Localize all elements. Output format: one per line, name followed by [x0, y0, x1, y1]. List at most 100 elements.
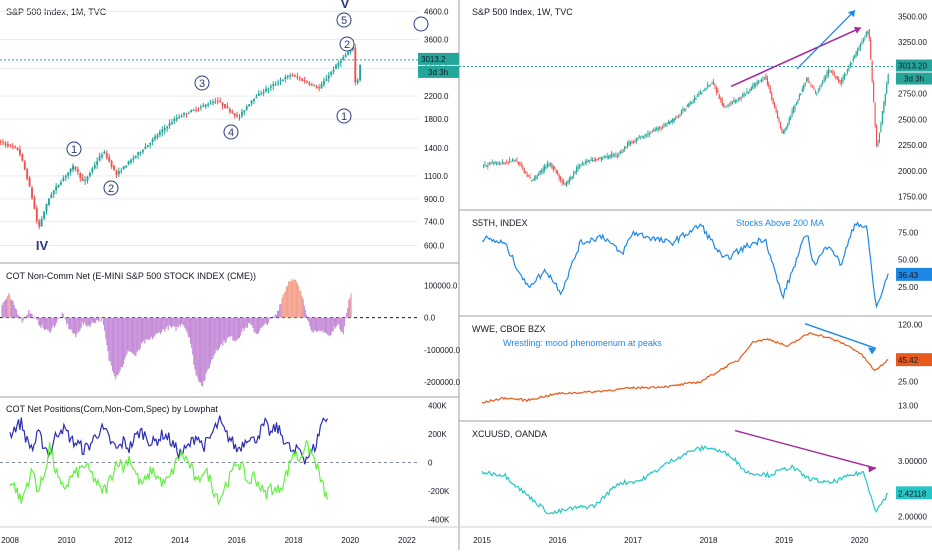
x-tick-label: 2016	[228, 536, 246, 545]
x-tick-label: 2010	[58, 536, 76, 545]
candle-body	[562, 180, 565, 184]
candle-body	[718, 94, 720, 99]
y-tick-label: 740.0	[424, 217, 445, 226]
y-tick-label: 600.0	[424, 242, 445, 251]
y-tick-label: 2200.0	[424, 92, 449, 101]
candle-body	[756, 81, 758, 85]
candle-body	[766, 77, 768, 85]
candle-body	[296, 76, 299, 78]
candle-body	[6, 143, 9, 147]
candle-body	[60, 182, 62, 185]
candle-body	[817, 90, 819, 92]
candle-body	[854, 55, 856, 58]
pane-title: S5TH, INDEX	[472, 218, 528, 228]
candle-body	[857, 48, 859, 54]
candle-body	[517, 161, 519, 165]
candle-body	[4, 142, 7, 145]
candle-body	[298, 78, 301, 80]
candle-body	[739, 97, 741, 99]
candle-body	[731, 101, 733, 104]
candle-body	[749, 88, 751, 92]
candle-body	[790, 116, 792, 120]
candle-body	[120, 170, 123, 172]
candle-body	[342, 57, 345, 60]
pane-title: WWE, CBOE BZX	[472, 324, 546, 334]
candle-body	[762, 78, 764, 80]
candle-body	[91, 168, 94, 172]
candle-body	[272, 84, 275, 87]
candle-body	[231, 111, 234, 114]
wave-label-circle	[223, 124, 239, 140]
time-tag: 3d 3h	[904, 75, 924, 84]
y-tick-label: 2750.00	[898, 90, 927, 99]
candle-body	[800, 93, 802, 95]
pane-spx-weekly: S&P 500 Index, 1W, TVC 1750.00 2000.00 225…	[459, 7, 932, 202]
price-tag: 3013.2	[421, 55, 446, 64]
candle-body	[294, 75, 296, 77]
candle-body	[838, 79, 840, 83]
candle-body	[755, 84, 757, 86]
candle-body	[881, 111, 883, 124]
y-tick-label: 120.00	[898, 320, 923, 329]
candle-body	[659, 126, 661, 129]
price-tag-box	[418, 52, 459, 65]
pane-wwe: WWE, CBOE BZX Wrestling: mood phenomenum…	[472, 320, 932, 411]
price-tag-box	[896, 267, 932, 281]
candle-body	[501, 161, 503, 163]
candle-body	[318, 87, 321, 89]
candle-body	[747, 92, 750, 94]
candle-body	[696, 95, 699, 97]
wave-label: IV	[36, 238, 49, 253]
candle-body	[864, 37, 866, 39]
candle-body	[886, 83, 888, 93]
candle-body	[98, 156, 101, 161]
candle-body	[557, 172, 559, 175]
candle-body	[325, 78, 328, 81]
price-tag: 2.42118	[898, 489, 927, 498]
candle-body	[865, 31, 867, 37]
candle-body	[843, 73, 846, 79]
candle-body	[139, 152, 142, 154]
candle-body	[494, 161, 496, 165]
candle-body	[262, 91, 265, 94]
candle-body	[664, 124, 667, 126]
y-tick-label: 1750.00	[898, 193, 927, 202]
candle-body	[504, 162, 506, 164]
time-tag: 3d 3h	[428, 68, 448, 77]
candle-body	[645, 135, 648, 137]
candle-body	[233, 113, 236, 116]
candle-body	[23, 161, 26, 170]
candle-body	[816, 92, 818, 94]
candle-body	[351, 47, 354, 50]
candle-body	[190, 110, 193, 112]
series-line	[9, 439, 329, 506]
x-tick-label: 2015	[473, 536, 491, 545]
candle-body	[819, 87, 821, 90]
candle-body	[170, 122, 173, 125]
candle-body	[627, 143, 629, 147]
pane-spx-monthly: S&P 500 Index, 1M, TVC 600.0740.0900.011…	[0, 0, 459, 253]
candle-body	[855, 51, 857, 55]
candle-body	[781, 128, 783, 133]
candle-body	[784, 129, 786, 132]
candle-body	[211, 102, 214, 104]
candle-body	[306, 81, 309, 83]
candle-body	[192, 109, 195, 111]
wave-label-circle	[336, 108, 352, 124]
y-tick-label: 2250.00	[898, 141, 927, 150]
candle-body	[500, 163, 502, 165]
candle-body	[195, 109, 198, 111]
candle-body	[759, 80, 761, 82]
candle-body	[826, 71, 828, 77]
candle-body	[544, 166, 546, 171]
candle-body	[163, 128, 166, 131]
price-tag-box	[896, 59, 932, 72]
candle-body	[862, 40, 865, 42]
wave-label: 2	[344, 39, 350, 51]
candle-body	[555, 169, 557, 174]
candle-body	[884, 94, 886, 104]
candle-body	[734, 100, 736, 103]
candle-body	[327, 75, 330, 79]
candle-body	[887, 74, 889, 84]
candle-body	[548, 164, 550, 166]
